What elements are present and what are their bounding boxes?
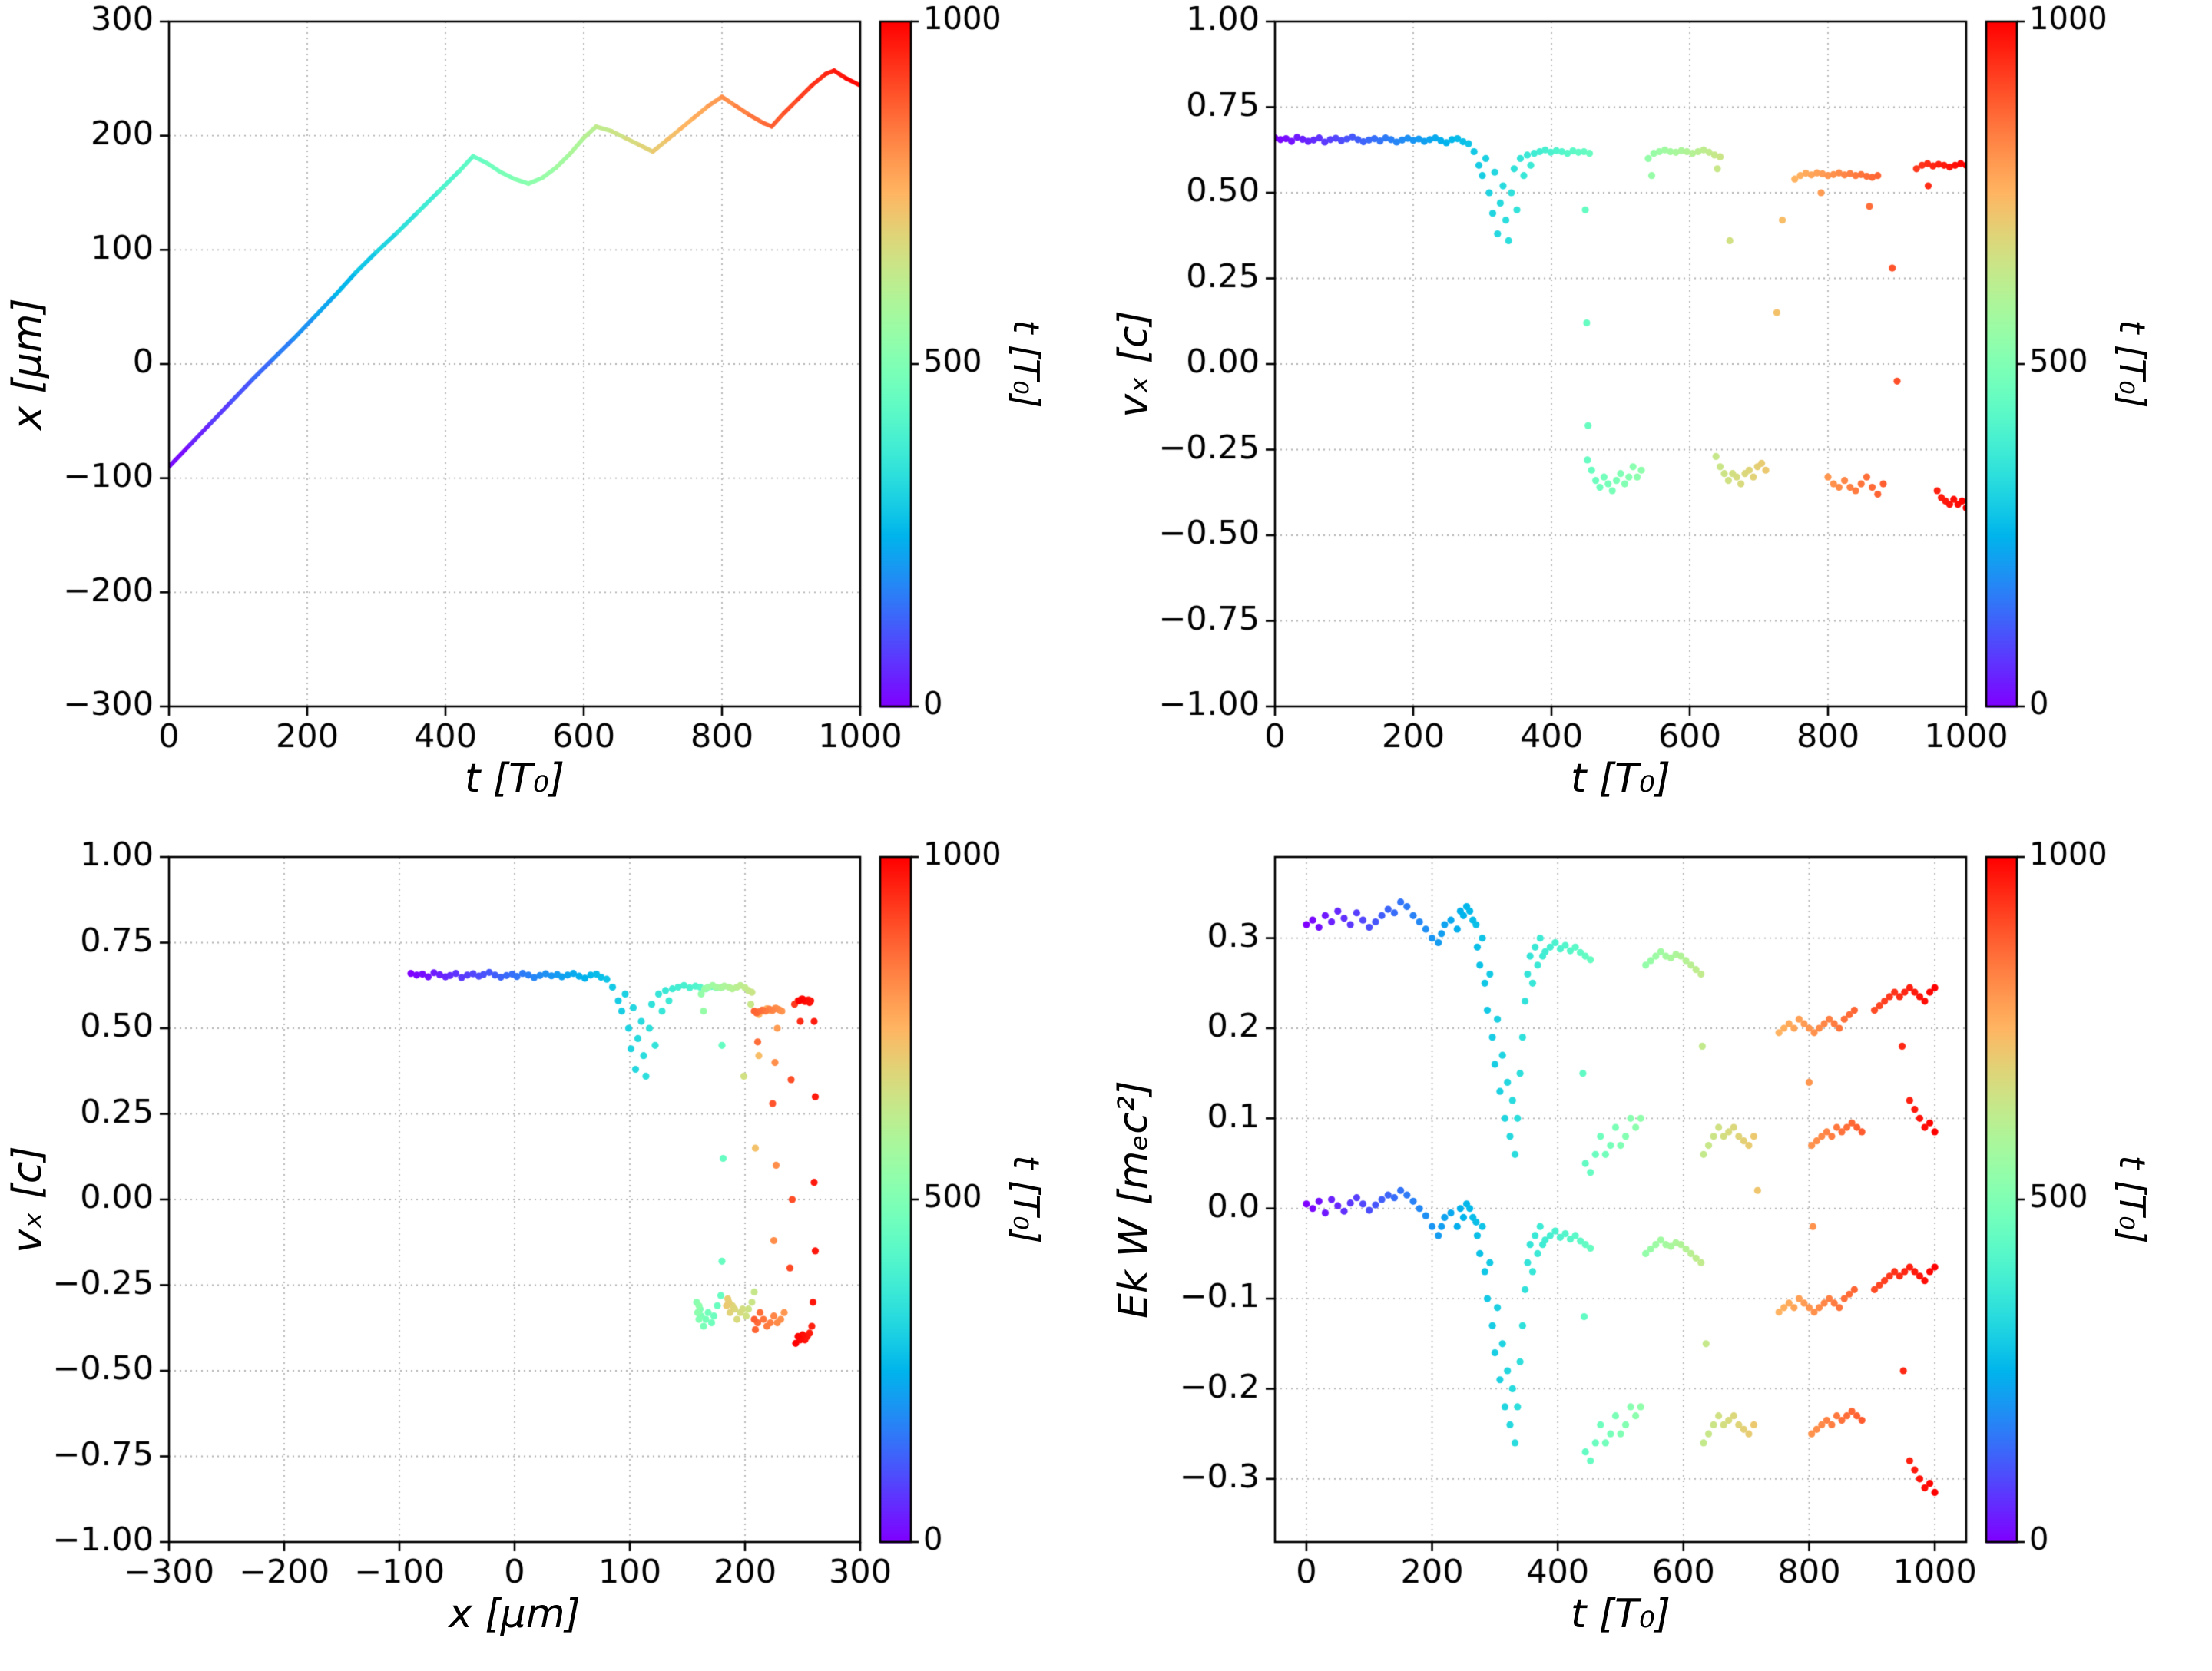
colorbar-label: t [T₀] bbox=[1005, 319, 1047, 409]
subplot-ekw-vs-t: t [T₀] Ek W [mₑc²] t [T₀] bbox=[1106, 836, 2212, 1671]
x-axis-label: t [T₀] bbox=[1570, 1591, 1671, 1637]
y-axis-label: vₓ [c] bbox=[1111, 310, 1157, 418]
y-axis-label: vₓ [c] bbox=[5, 1146, 51, 1253]
colorbar-label: t [T₀] bbox=[2111, 1155, 2153, 1244]
x-axis-label: x [μm] bbox=[449, 1591, 581, 1637]
y-axis-label: Ek W [mₑc²] bbox=[1111, 1080, 1157, 1319]
colorbar-label: t [T₀] bbox=[2111, 319, 2153, 409]
plot-canvas-ekw-vs-t bbox=[1106, 836, 2212, 1671]
x-axis-label: t [T₀] bbox=[464, 756, 565, 802]
colorbar-label: t [T₀] bbox=[1005, 1155, 1047, 1244]
plot-canvas-vx-vs-x bbox=[0, 836, 1106, 1671]
subplot-vx-vs-x: x [μm] vₓ [c] t [T₀] bbox=[0, 836, 1106, 1671]
x-axis-label: t [T₀] bbox=[1570, 756, 1671, 802]
y-axis-label: x [μm] bbox=[5, 298, 51, 430]
plot-canvas-x-vs-t bbox=[0, 0, 1106, 836]
plot-canvas-vx-vs-t bbox=[1106, 0, 2212, 836]
subplot-vx-vs-t: t [T₀] vₓ [c] t [T₀] bbox=[1106, 0, 2212, 836]
subplot-x-vs-t: t [T₀] x [μm] t [T₀] bbox=[0, 0, 1106, 836]
